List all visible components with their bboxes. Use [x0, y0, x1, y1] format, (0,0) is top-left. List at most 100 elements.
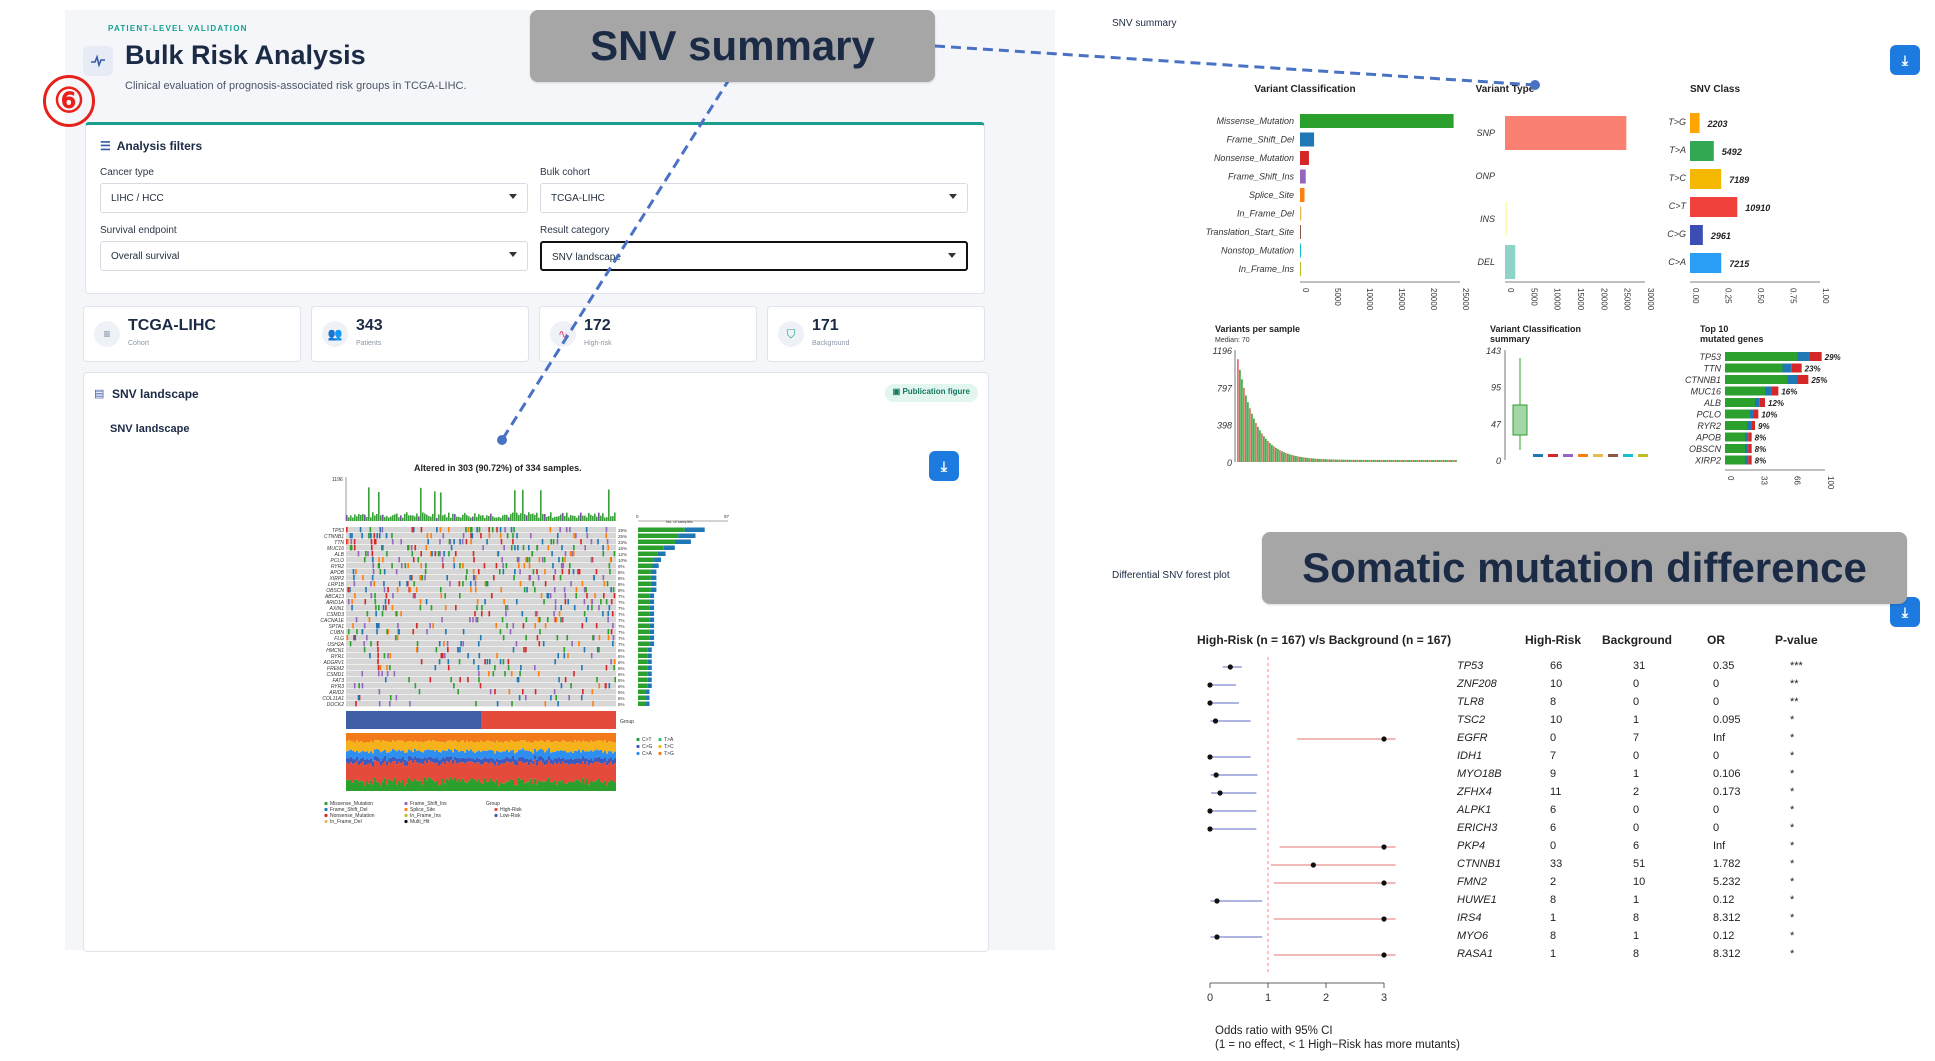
oncoplot-top-bar [574, 516, 576, 521]
oncoplot-titv-segment [406, 766, 408, 784]
oncoplot-cell [598, 635, 601, 641]
vps-bar [1303, 457, 1305, 462]
oncoplot-titv-segment [612, 753, 614, 760]
oncoplot-titv-segment [346, 741, 348, 752]
oncoplot-titv-segment [610, 751, 612, 758]
oncoplot-titv-segment [526, 762, 528, 783]
oncoplot-titv-segment [436, 733, 438, 742]
oncoplot-cell [598, 647, 600, 653]
cancer-type-select[interactable]: LIHC / HCC [100, 183, 528, 213]
oncoplot-cell [532, 569, 535, 575]
forest-gene-label: EGFR [1457, 732, 1488, 744]
forest-point [1381, 952, 1387, 958]
oncoplot-top-bar [374, 515, 376, 521]
vps-bar [1379, 459, 1381, 462]
oncoplot-titv-segment [440, 733, 442, 743]
oncoplot-cell [605, 533, 608, 539]
oncoplot-pct-label: 8% [618, 576, 625, 581]
oncoplot-titv-segment [606, 765, 608, 786]
oncoplot-titv-segment [504, 733, 506, 742]
oncoplot-titv-segment [398, 781, 400, 791]
vps-bar [1297, 456, 1299, 462]
oncoplot-titv-segment [434, 740, 436, 752]
oncoplot-cell [536, 635, 539, 641]
oncoplot-cell [556, 635, 559, 641]
oncoplot-cell [361, 671, 364, 677]
forest-plot: High-Risk (n = 167) v/s Background (n = … [1195, 625, 1895, 1055]
oncoplot-titv-segment [552, 782, 554, 791]
vps-bar [1367, 459, 1369, 462]
oncoplot-titv-segment [470, 761, 472, 780]
oncoplot-titv-segment [358, 764, 360, 782]
oncoplot-cell [450, 677, 452, 683]
top10-bar [1782, 363, 1792, 373]
oncoplot-titv-segment [574, 750, 576, 759]
oncoplot-top-bar [492, 516, 494, 521]
oncoplot-titv-segment [446, 733, 448, 742]
oncoplot-cell [509, 629, 512, 635]
sc-label: T>C [1669, 173, 1687, 183]
oncoplot-cell [561, 617, 564, 623]
oncoplot-titv-segment [512, 779, 514, 791]
oncoplot-titv-segment [514, 753, 516, 760]
bulk-cohort-select[interactable]: TCGA-LIHC [540, 183, 968, 213]
oncoplot-titv-segment [560, 733, 562, 742]
forest-point [1227, 664, 1233, 670]
vps-bar [1277, 449, 1279, 462]
oncoplot-cell [595, 623, 598, 629]
oncoplot-cell [502, 659, 505, 665]
oncoplot-titv-segment [566, 763, 568, 784]
oncoplot-gene-label: CSMD1 [326, 672, 344, 678]
oncoplot-cell [475, 701, 477, 707]
oncoplot-titv-segment [570, 751, 572, 759]
oncoplot-titv-segment [430, 778, 432, 791]
top10-bar [1755, 398, 1760, 407]
sc-value-label: 10910 [1745, 203, 1770, 213]
vps-bar [1375, 459, 1377, 462]
oncoplot-cell [355, 617, 358, 623]
survival-endpoint-select[interactable]: Overall survival [100, 241, 528, 271]
oncoplot-titv-segment [374, 749, 376, 756]
oncoplot-top-bar [454, 514, 456, 521]
oncoplot-cell [611, 611, 614, 617]
result-category-select[interactable]: SNV landscape [540, 241, 968, 271]
oncoplot-titv-segment [490, 761, 492, 779]
vps-bar [1399, 459, 1401, 462]
oncoplot-cell [446, 575, 449, 581]
oncoplot-titv-segment [382, 758, 384, 764]
oncoplot-cell [467, 677, 469, 683]
oncoplot-titv-segment [424, 757, 426, 761]
top10-bar [1725, 363, 1783, 373]
download-button[interactable]: ⤓ [1890, 45, 1920, 75]
oncoplot-side-bar [647, 665, 652, 670]
oncoplot-cell [409, 587, 412, 593]
oncoplot-cell [512, 539, 514, 545]
vps-bar [1373, 459, 1375, 462]
oncoplot-titv-segment [462, 733, 464, 741]
oncoplot-titv-segment [556, 750, 558, 760]
oncoplot-titv-segment [508, 742, 510, 753]
oncoplot-titv-segment [514, 759, 516, 765]
oncoplot-titv-segment [492, 741, 494, 751]
top10-bar [1725, 421, 1748, 430]
oncoplot-titv-segment [612, 764, 614, 781]
landscape-sub-title: SNV landscape [110, 423, 190, 435]
oncoplot-cell [384, 677, 387, 683]
publication-figure-button[interactable]: ▣ Publication figure [884, 384, 978, 402]
download-button[interactable]: ⤓ [929, 451, 959, 481]
oncoplot-titv-segment [470, 741, 472, 750]
oncoplot-cell [554, 605, 557, 611]
oncoplot-cell [602, 575, 605, 581]
oncoplot-titv-segment [562, 733, 564, 740]
vps-bar [1435, 459, 1437, 462]
oncoplot-group-legend-label: Low-Risk [500, 813, 521, 819]
oncoplot-cell [368, 533, 370, 539]
oncoplot-top-bar [572, 515, 574, 521]
vcs-tick: 143 [1486, 346, 1501, 356]
oncoplot-titv-segment [560, 741, 562, 751]
oncoplot-cell [453, 563, 456, 569]
oncoplot-titv-segment [474, 779, 476, 791]
oncoplot-titv-segment [442, 757, 444, 763]
oncoplot-titv-segment [552, 760, 554, 765]
oncoplot-cell [494, 665, 496, 671]
